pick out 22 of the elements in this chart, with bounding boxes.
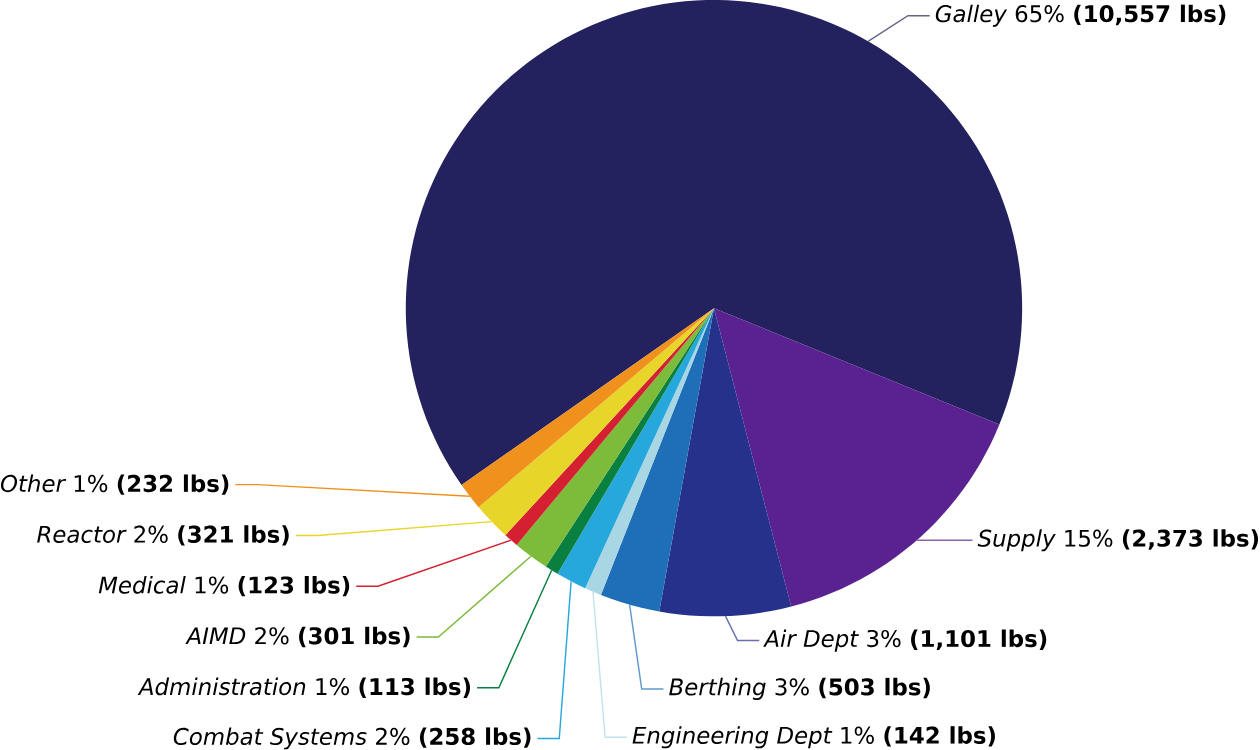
data-label: 65% (10,557 lbs) [1015,4,1226,26]
slice-label: Berthing [669,678,766,701]
data-label: 15% (2,373 lbs) [1065,529,1259,551]
slice-label: Medical [98,576,186,594]
slice-label: Other [0,474,67,493]
slice-label: Air Dept [763,629,859,652]
slice-label: Supply [977,529,1056,552]
slice-label: Engineering Dept [632,726,833,749]
slice-label: Administration [137,677,306,696]
data-label: 3% (1,101 lbs) [867,629,1047,651]
data-label: 3% (503 lbs) [775,678,930,699]
data-label: 2% (301 lbs) [255,626,410,648]
data-label: 1% (232 lbs) [74,474,229,496]
data-label: 1% (113 lbs) [316,677,471,699]
slice-label: Galley [935,4,1008,27]
data-label: 2% (258 lbs) [376,727,531,749]
slice-label: Reactor [37,526,127,544]
data-label: 1% (123 lbs) [195,576,350,597]
slice-label: Combat Systems [173,727,367,750]
slice-label: AIMD [185,627,246,645]
data-label: 1% (142 lbs) [841,726,995,747]
data-label: 2% (321 lbs) [134,525,289,546]
